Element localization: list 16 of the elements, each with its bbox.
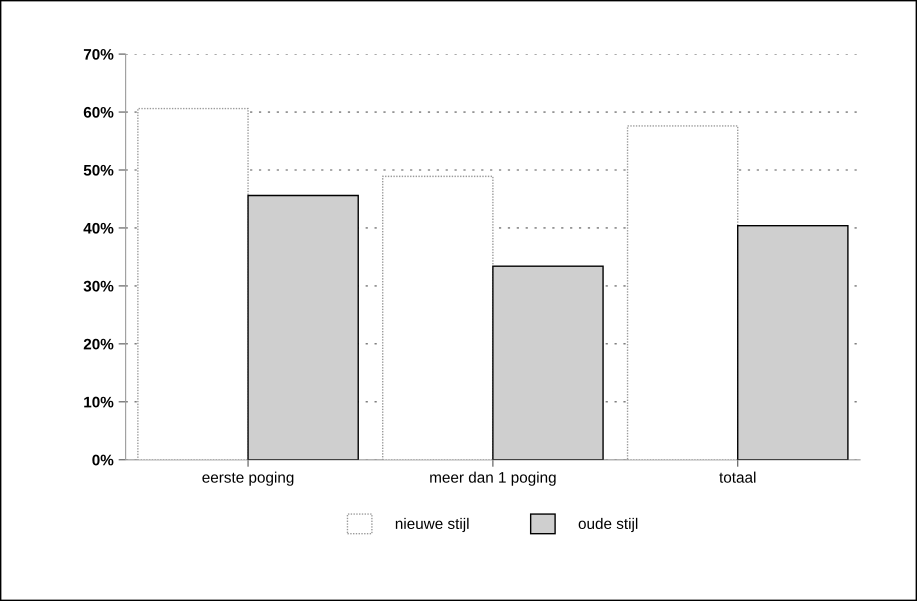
bar <box>737 224 849 460</box>
y-tick-label: 20% <box>84 338 114 350</box>
x-tick-label: eerste poging <box>202 472 294 486</box>
x-tick-label: totaal <box>719 472 756 483</box>
legend-label: oude stijl <box>578 518 638 532</box>
y-tick-label: 70% <box>84 48 114 60</box>
bar <box>247 194 359 460</box>
bar <box>492 266 604 460</box>
legend-label: nieuwe stijl <box>396 518 469 532</box>
y-tick-label: 0% <box>92 454 114 466</box>
x-tick-label: meer dan 1 poging <box>430 472 556 486</box>
y-tick-label: 40% <box>83 222 114 234</box>
y-tick-label: 10% <box>84 396 114 408</box>
y-tick-label: 30% <box>84 280 114 292</box>
y-tick-label: 50% <box>84 164 114 176</box>
y-tick-label: 60% <box>84 106 114 118</box>
